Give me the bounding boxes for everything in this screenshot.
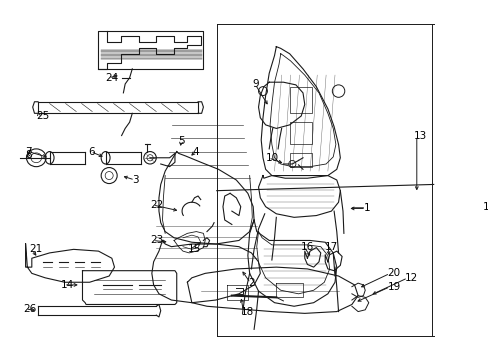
Text: 7: 7 (25, 147, 32, 157)
Text: 26: 26 (23, 304, 36, 314)
Text: 9: 9 (252, 79, 259, 89)
Text: 1: 1 (363, 203, 369, 213)
Text: 16: 16 (301, 242, 314, 252)
Text: 20: 20 (386, 268, 400, 278)
Text: 8: 8 (25, 150, 32, 160)
Text: 14: 14 (61, 280, 74, 290)
Text: 6: 6 (88, 147, 94, 157)
Text: 17: 17 (325, 242, 338, 252)
Text: 2: 2 (247, 278, 254, 288)
Text: 4: 4 (192, 147, 199, 157)
Text: 19: 19 (386, 282, 400, 292)
Text: 25: 25 (36, 111, 49, 121)
Text: 21: 21 (29, 244, 42, 255)
Text: 15: 15 (187, 244, 200, 255)
Text: 5: 5 (178, 136, 185, 146)
Text: 11: 11 (482, 202, 488, 212)
Text: 23: 23 (150, 235, 163, 246)
Text: 13: 13 (413, 131, 427, 140)
Text: 18: 18 (240, 307, 253, 316)
Text: 10: 10 (265, 153, 278, 163)
Text: 3: 3 (132, 175, 139, 185)
Text: 24: 24 (105, 73, 119, 83)
Text: 22: 22 (150, 200, 163, 210)
Text: 12: 12 (405, 273, 418, 283)
